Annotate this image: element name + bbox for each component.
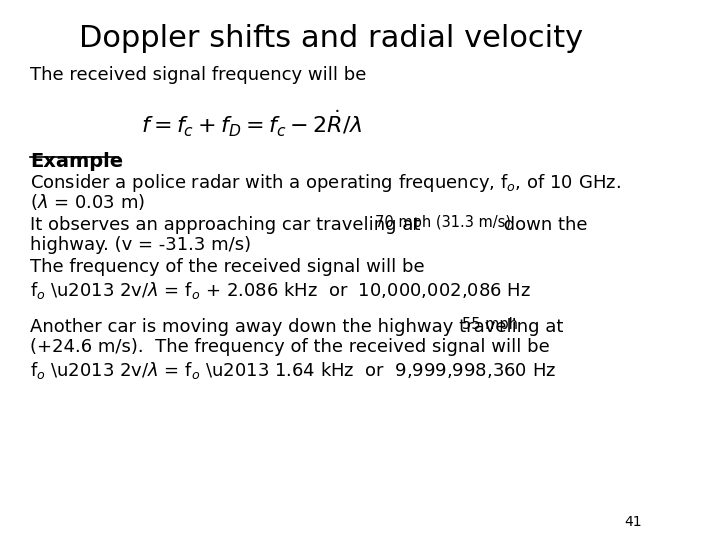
Text: ($\lambda$ = 0.03 m): ($\lambda$ = 0.03 m) (30, 192, 145, 212)
Text: 41: 41 (625, 515, 642, 529)
Text: 55 mph: 55 mph (462, 317, 518, 332)
Text: The received signal frequency will be: The received signal frequency will be (30, 66, 366, 84)
Text: f$_o$ \u2013 2v/$\lambda$ = f$_o$ + 2.086 kHz  or  10,000,002,086 Hz: f$_o$ \u2013 2v/$\lambda$ = f$_o$ + 2.08… (30, 280, 531, 301)
Text: (+24.6 m/s).  The frequency of the received signal will be: (+24.6 m/s). The frequency of the receiv… (30, 338, 549, 356)
Text: It observes an approaching car traveling at: It observes an approaching car traveling… (30, 216, 426, 234)
Text: $f = f_c + f_D = f_c - 2\dot{R}/\lambda$: $f = f_c + f_D = f_c - 2\dot{R}/\lambda$ (141, 108, 362, 139)
Text: The frequency of the received signal will be: The frequency of the received signal wil… (30, 258, 424, 276)
Text: 70 mph (31.3 m/s): 70 mph (31.3 m/s) (375, 215, 510, 231)
Text: Consider a police radar with a operating frequency, f$_o$, of 10 GHz.: Consider a police radar with a operating… (30, 172, 621, 194)
Text: Doppler shifts and radial velocity: Doppler shifts and radial velocity (79, 24, 583, 53)
Text: Example: Example (30, 152, 123, 171)
Text: f$_o$ \u2013 2v/$\lambda$ = f$_o$ \u2013 1.64 kHz  or  9,999,998,360 Hz: f$_o$ \u2013 2v/$\lambda$ = f$_o$ \u2013… (30, 360, 556, 381)
Text: down the: down the (498, 216, 588, 234)
Text: highway. (v = -31.3 m/s): highway. (v = -31.3 m/s) (30, 236, 251, 254)
Text: Another car is moving away down the highway traveling at: Another car is moving away down the high… (30, 318, 569, 335)
